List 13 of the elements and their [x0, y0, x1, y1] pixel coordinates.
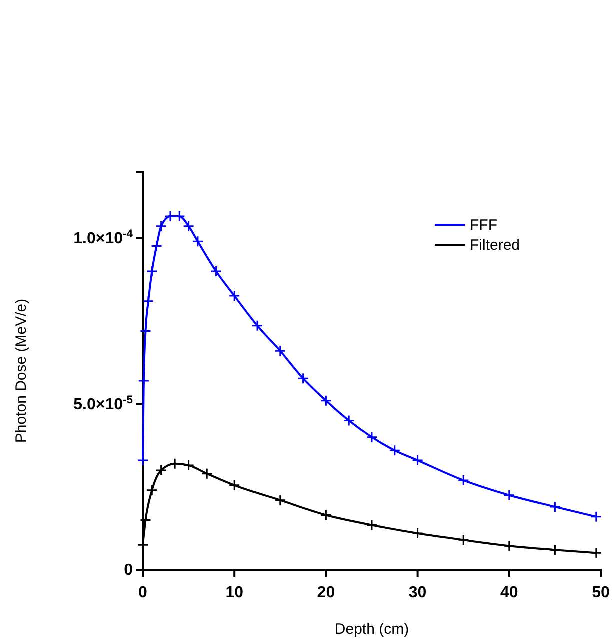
y-tick-label: 1.0×10$^{-4}$	[74, 228, 134, 248]
x-tick-label: 30	[408, 584, 427, 602]
legend-label: Filtered	[470, 237, 520, 254]
x-tick-label: 40	[500, 584, 518, 602]
y-tick-label: 0	[124, 562, 134, 580]
x-axis-title: Depth (cm)	[334, 621, 410, 638]
x-tick-label: 50	[592, 584, 610, 602]
x-tick-label: 0	[138, 584, 148, 602]
y-axis-title: Photon Dose (MeV/e)	[13, 298, 30, 444]
y-tick-label: 5.0×10$^{-5}$	[74, 394, 133, 414]
legend-label: FFF	[470, 217, 498, 234]
x-tick-label: 20	[317, 584, 336, 602]
x-tick-label: 10	[226, 584, 244, 602]
